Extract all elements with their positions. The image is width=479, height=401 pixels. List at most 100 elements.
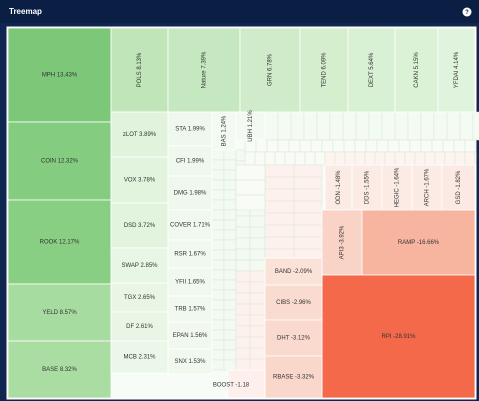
filler-tile [409,139,422,153]
tile[interactable] [264,257,323,286]
tile[interactable] [235,111,266,141]
tile[interactable] [167,295,213,323]
filler-tile [293,212,323,226]
tile[interactable] [167,348,213,375]
filler-tile [293,188,323,202]
filler-tile [249,314,266,327]
tile[interactable] [167,239,213,269]
tile-label: STA 1.99% [175,127,205,133]
help-icon[interactable] [462,7,472,17]
filler-tile [211,169,225,181]
filler-tile [223,329,237,341]
tile[interactable] [381,164,413,211]
tile-label: MPH 13.43% [42,73,78,79]
tile[interactable] [167,175,213,211]
tile[interactable] [321,274,476,399]
filler-tile [376,139,389,153]
tile-label: DSD 3.72% [124,223,156,229]
tile[interactable] [411,164,443,211]
tile[interactable] [110,282,169,313]
tile[interactable] [264,355,323,399]
tile[interactable] [321,209,363,276]
filler-tile [211,199,225,211]
tile[interactable] [7,340,112,399]
tile[interactable] [110,340,169,374]
filler-tile [249,259,266,272]
filler-tile [442,139,455,153]
filler-tile [274,151,286,166]
filler-tile [211,149,225,161]
filler-tile [223,179,237,191]
tile[interactable] [299,27,349,113]
filler-tile [223,239,237,251]
filler-tile [235,248,251,261]
tile[interactable] [351,164,383,211]
tile-label: zLOT 3.89% [123,132,157,138]
filler-tile [434,151,446,166]
filler-tile [264,212,295,226]
filler-tile [277,111,292,141]
tile[interactable] [211,111,237,151]
tile[interactable] [7,199,112,285]
tile-label: BOOST -1.18 [213,383,250,389]
tile-label: SNX 1.53% [174,359,206,365]
tile[interactable] [7,121,112,201]
tile[interactable] [437,27,476,113]
tile-label: CIBS -2.96% [276,300,311,306]
filler-tile [223,269,237,281]
filler-tile [433,111,448,141]
tile[interactable] [167,209,213,241]
filler-tile [211,359,225,371]
filler-tile [355,111,370,141]
tile-label: HEGIC -1.64% [395,167,401,207]
filler-tile [211,279,225,291]
tile[interactable] [239,27,301,113]
tile[interactable] [167,111,213,147]
filler-tile [304,151,316,166]
tile[interactable] [167,145,213,177]
filler-tile [299,139,312,153]
filler-tile [211,319,225,331]
tile[interactable] [7,283,112,342]
tile-label: YFDAI 4.14% [454,51,460,88]
tile-label: BAS 1.24% [222,115,228,146]
filler-tile [342,111,357,141]
tile[interactable] [110,247,169,284]
tile[interactable] [167,27,241,113]
filler-tile [223,289,237,301]
tile[interactable] [7,27,112,123]
filler-tile [211,229,225,241]
filler-tile [223,309,237,321]
filler-tile [223,169,237,181]
tile-label: GSD -1.82% [456,170,462,204]
tile[interactable] [394,27,439,113]
tile[interactable] [441,164,476,211]
filler-tile [254,151,266,166]
tile-label: COVER 1.71% [170,223,211,229]
filler-tile [324,151,336,166]
tile[interactable] [227,369,266,399]
filler-tile [264,236,295,250]
tile[interactable] [264,284,323,321]
filler-tile [211,219,225,231]
filler-tile [223,339,237,351]
tile[interactable] [110,156,169,204]
filler-tile [235,281,251,294]
filler-tile [211,249,225,261]
tile[interactable] [264,319,323,357]
tile[interactable] [110,111,169,158]
tile-label: TGX 2.65% [124,295,156,301]
filler-tile [407,111,422,141]
filler-tile [211,269,225,281]
filler-tile [235,270,251,283]
help-icon-label[interactable]: ? [465,10,469,16]
tile-label: CAKN 5.15% [414,52,420,88]
filler-tile [284,151,296,166]
tile-label: UBH 1.21% [248,110,254,142]
tile-label: ODN -1.48% [336,170,342,205]
filler-tile [249,303,266,316]
tile-label: COIN 12.32% [41,159,79,165]
filler-tile [424,151,436,166]
tile[interactable] [110,202,169,249]
tile[interactable] [110,311,169,342]
